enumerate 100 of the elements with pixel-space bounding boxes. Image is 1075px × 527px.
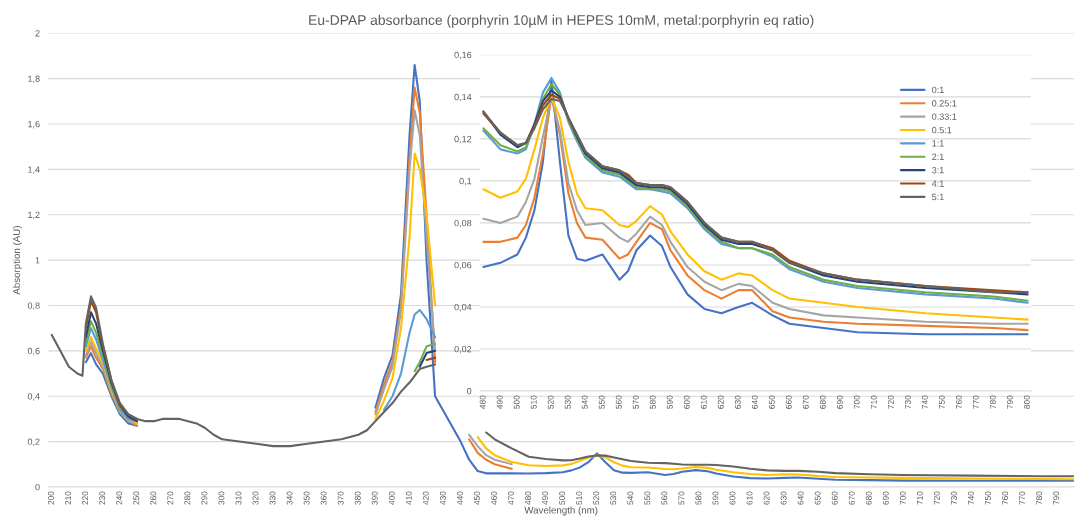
x-tick-label: 660: [831, 491, 838, 505]
x-tick-label: 510: [576, 491, 583, 505]
x-tick-label: 800: [1023, 395, 1030, 409]
x-tick-label: 400: [388, 491, 395, 505]
x-tick-label: 530: [564, 395, 571, 409]
x-tick-label: 310: [235, 491, 242, 505]
x-tick-label: 580: [695, 491, 702, 505]
x-tick-label: 590: [712, 491, 719, 505]
x-tick-label: 560: [661, 491, 668, 505]
y-tick-label: 1: [35, 257, 40, 264]
x-tick-label: 770: [972, 395, 979, 409]
x-tick-label: 440: [456, 491, 463, 505]
x-tick-label: 500: [513, 395, 520, 409]
x-tick-label: 670: [802, 395, 809, 409]
y-tick-label: 1,8: [28, 75, 40, 83]
x-tick-label: 520: [547, 395, 554, 409]
x-tick-label: 710: [870, 395, 877, 409]
legend-label: 2:1: [932, 153, 944, 160]
x-tick-label: 600: [683, 395, 690, 409]
y-tick-label: 0,04: [454, 303, 472, 312]
x-tick-label: 760: [1002, 491, 1009, 505]
x-tick-label: 660: [785, 395, 792, 409]
x-tick-label: 590: [666, 395, 673, 409]
x-tick-label: 740: [921, 395, 928, 409]
x-tick-label: 640: [751, 395, 758, 409]
x-tick-label: 750: [985, 491, 991, 505]
chart-title: Eu-DPAP absorbance (porphyrin 10µM in HEPES 10mM, metal:porphyrin eq ratio): [309, 14, 814, 28]
x-tick-label: 330: [269, 491, 276, 505]
y-tick-label: 0,8: [27, 302, 40, 310]
y-tick-label: 0,6: [27, 347, 40, 356]
x-tick-label: 550: [644, 491, 651, 505]
x-tick-label: 740: [968, 491, 974, 505]
x-tick-label: 500: [559, 491, 566, 505]
x-tick-label: 790: [1006, 395, 1013, 409]
legend-label: 0.25:1: [932, 100, 957, 107]
y-tick-label: 0,12: [454, 135, 472, 144]
x-tick-label: 210: [65, 491, 72, 505]
x-tick-label: 570: [678, 491, 685, 505]
x-tick-label: 360: [320, 491, 327, 505]
x-tick-label: 450: [474, 491, 480, 505]
x-tick-label: 630: [780, 491, 787, 505]
legend-label: 3:1: [932, 166, 944, 174]
legend-label: 1:1: [932, 140, 944, 147]
x-tick-label: 690: [836, 395, 843, 409]
x-tick-label: 280: [184, 491, 191, 505]
x-tick-label: 720: [887, 395, 894, 409]
x-tick-label: 640: [797, 491, 804, 505]
x-tick-label: 620: [763, 491, 770, 505]
x-tick-label: 630: [734, 395, 741, 409]
x-tick-label: 770: [1019, 491, 1026, 505]
x-tick-label: 710: [916, 491, 923, 505]
x-tick-label: 700: [853, 395, 860, 409]
x-tick-label: 460: [491, 491, 497, 505]
x-tick-label: 790: [1053, 491, 1060, 505]
x-tick-label: 550: [598, 395, 605, 409]
x-tick-label: 610: [700, 395, 707, 409]
x-tick-label: 380: [354, 491, 361, 505]
x-tick-label: 290: [201, 491, 208, 505]
y-tick-label: 0: [466, 388, 472, 395]
x-tick-label: 430: [439, 491, 446, 505]
x-tick-label: 670: [848, 491, 855, 505]
x-tick-label: 690: [882, 491, 889, 505]
x-tick-label: 270: [167, 491, 174, 505]
legend-label: 5:1: [932, 193, 944, 201]
x-tick-label: 600: [729, 491, 736, 505]
y-tick-label: 0,06: [454, 261, 472, 270]
y-tick-label: 0,14: [454, 93, 472, 102]
y-tick-label: 0,16: [454, 51, 472, 60]
x-tick-label: 230: [99, 491, 106, 505]
y-axis-title: Absorption (AU): [12, 226, 22, 295]
x-tick-label: 370: [337, 491, 344, 505]
x-tick-label: 560: [615, 395, 622, 409]
x-tick-label: 620: [717, 395, 724, 409]
x-tick-label: 300: [218, 491, 225, 505]
x-tick-label: 680: [819, 395, 826, 409]
x-tick-label: 730: [904, 395, 911, 409]
x-axis-title: Wavelength (nm): [524, 506, 598, 516]
x-tick-label: 320: [252, 491, 259, 505]
legend-label: 0.5:1: [932, 126, 952, 134]
y-tick-label: 0,02: [454, 345, 472, 354]
y-tick-label: 2: [35, 30, 40, 37]
x-tick-label: 260: [150, 491, 157, 505]
x-tick-label: 340: [286, 491, 293, 505]
x-tick-label: 250: [133, 491, 140, 505]
y-tick-label: 0,1: [459, 177, 472, 186]
x-tick-label: 540: [627, 491, 634, 505]
x-tick-label: 680: [865, 491, 872, 505]
x-tick-label: 530: [610, 491, 617, 505]
y-tick-label: 0,08: [454, 219, 472, 228]
x-tick-label: 510: [530, 395, 537, 409]
y-tick-label: 0,4: [27, 393, 40, 401]
x-tick-label: 490: [496, 395, 503, 409]
legend-label: 0.33:1: [932, 113, 957, 120]
legend-label: 4:1: [931, 180, 944, 187]
x-tick-label: 730: [951, 491, 957, 505]
x-tick-label: 610: [746, 491, 753, 505]
x-tick-label: 570: [632, 395, 639, 409]
y-tick-label: 0: [35, 483, 40, 491]
legend-label: 0:1: [932, 86, 944, 94]
x-tick-label: 470: [508, 491, 514, 505]
